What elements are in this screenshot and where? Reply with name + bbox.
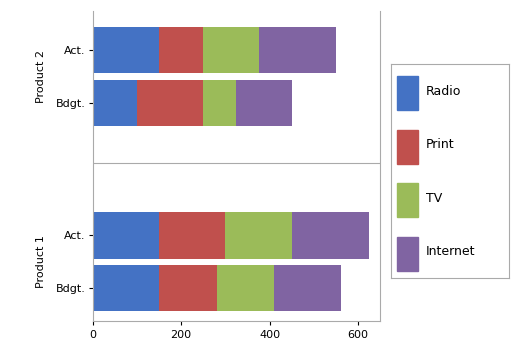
Bar: [203, 27, 259, 74]
Text: Radio: Radio: [426, 85, 462, 97]
Bar: [225, 212, 292, 258]
Text: Print: Print: [426, 138, 455, 151]
Bar: [93, 212, 159, 258]
Bar: [159, 27, 203, 74]
Bar: [274, 265, 340, 311]
Bar: [93, 265, 159, 311]
Bar: [259, 27, 336, 74]
Text: Product 1: Product 1: [35, 235, 46, 288]
Bar: [93, 27, 159, 74]
Bar: [159, 265, 216, 311]
Bar: [216, 265, 274, 311]
FancyBboxPatch shape: [397, 130, 418, 164]
FancyBboxPatch shape: [397, 183, 418, 217]
Bar: [292, 212, 369, 258]
Bar: [236, 80, 292, 126]
FancyBboxPatch shape: [397, 76, 418, 110]
Text: Internet: Internet: [426, 245, 475, 258]
Text: TV: TV: [426, 192, 443, 205]
Bar: [159, 212, 225, 258]
Bar: [137, 80, 203, 126]
Bar: [203, 80, 236, 126]
Text: Product 2: Product 2: [35, 50, 46, 103]
Bar: [93, 80, 137, 126]
FancyBboxPatch shape: [397, 237, 418, 271]
